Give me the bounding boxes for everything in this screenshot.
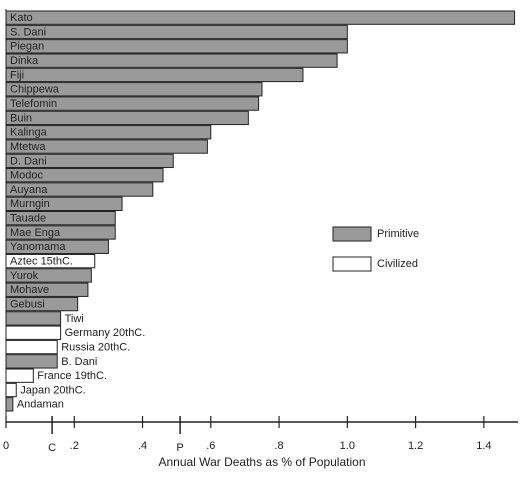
bar [5,139,208,154]
bar-label: Yanomama [10,241,66,253]
legend-label: Primitive [377,228,419,240]
bar [5,67,304,83]
bar-label: S. Dani [10,26,46,38]
legend-swatch [332,256,372,272]
bar-label: Telefomin [10,98,57,110]
bar [5,182,154,197]
bar-label: Gebusi [10,298,45,310]
bar-label: Yurok [10,270,39,282]
bar [5,311,62,326]
bar-label: Modoc [10,170,44,182]
bar-label: Buin [10,112,32,124]
bar [5,225,116,240]
bar [5,368,34,383]
bar [5,339,58,355]
bar [5,82,263,97]
bar-label: Chippewa [10,84,60,96]
x-tick-label: 1.2 [408,440,423,452]
annotation: C [48,442,56,454]
bar-label: Tauade [10,213,46,225]
bar-label: Dinka [10,55,39,67]
bar-label: Kato [10,12,33,24]
bar [5,168,164,183]
bar [5,96,260,111]
bar-label: Japan 20thC. [20,384,85,396]
bar [5,325,62,340]
bar [5,397,14,412]
x-tick-label: .2 [70,440,79,452]
bar [5,211,116,226]
bar-label: Tiwi [65,313,84,325]
bar [5,53,338,68]
bar [5,153,174,169]
bar-label: D. Dani [10,155,47,167]
bar [5,125,212,140]
bar [5,296,79,312]
bar-label: Auyana [10,184,48,196]
bar-label: Andaman [17,399,64,411]
bar [5,196,123,212]
bar [5,282,89,297]
x-tick-label: 0 [3,440,9,452]
bar [5,239,109,254]
bar-label: Mae Enga [10,227,61,239]
bar-label: Murngin [10,198,50,210]
bar-label: Piegan [10,41,44,53]
bar-label: B. Dani [61,356,97,368]
bar [5,10,516,25]
bar [5,24,348,40]
bar-label: Mohave [10,284,49,296]
bar [5,268,92,283]
bar-label: Germany 20thC. [65,327,146,339]
legend-swatch [332,226,372,242]
bar-label: Aztec 15thC. [10,256,73,268]
bar-label: Kalinga [10,127,48,139]
bar [5,110,249,126]
bar [5,253,96,269]
bar-label: France 19thC. [37,370,107,382]
x-tick-label: 1.0 [340,440,355,452]
x-tick-label: 1.4 [476,440,491,452]
bar-label: Russia 20thC. [61,341,130,353]
annotation: P [176,442,183,454]
bar [5,39,348,54]
bar-label: Fiji [10,69,24,81]
bar [5,382,17,398]
x-axis-label: Annual War Deaths as % of Population [158,455,365,469]
bar [5,354,58,369]
legend-label: Civilized [377,258,418,270]
x-tick-label: .8 [274,440,283,452]
x-tick-label: .6 [206,440,215,452]
bar-label: Mtetwa [10,141,46,153]
x-tick-label: .4 [138,440,147,452]
